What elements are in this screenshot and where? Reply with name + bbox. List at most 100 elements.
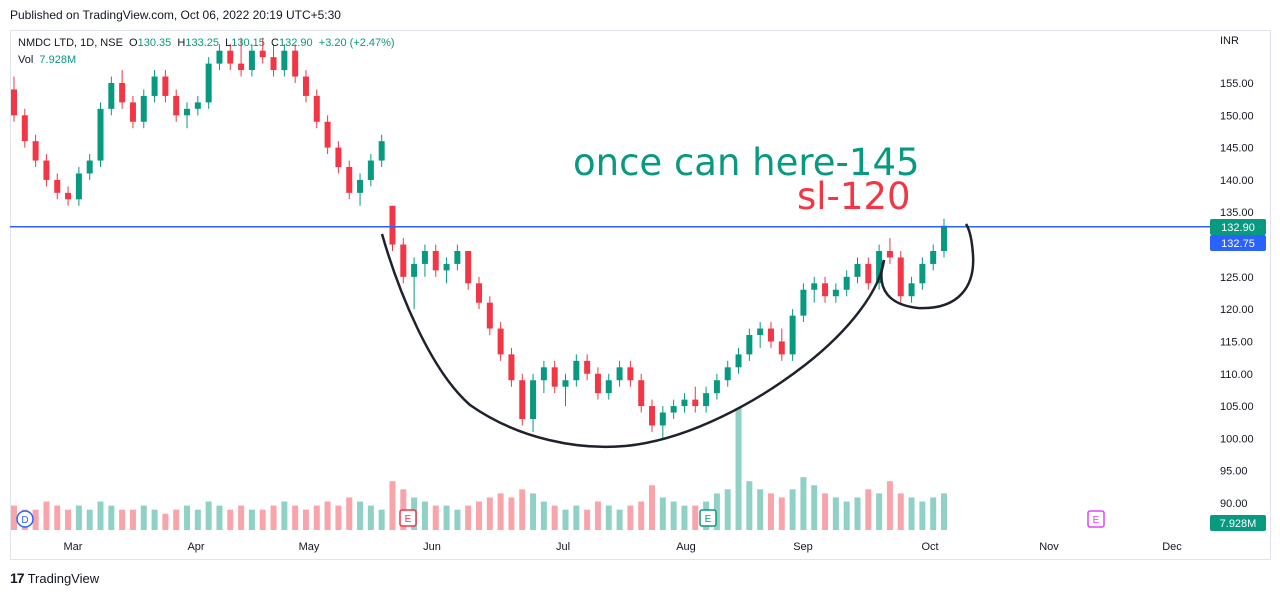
volume-bar — [876, 493, 883, 530]
earnings-marker[interactable]: E — [699, 509, 717, 527]
candle-body — [540, 367, 547, 381]
volume-bar — [302, 509, 309, 530]
volume-bar — [897, 493, 904, 530]
volume-bar — [205, 501, 212, 530]
volume-bar — [151, 509, 158, 530]
symbol-name[interactable]: NMDC LTD, 1D, NSE — [18, 37, 123, 49]
candle-body — [670, 406, 677, 413]
currency-label: INR — [1220, 35, 1239, 47]
svg-text:E: E — [405, 514, 412, 525]
volume-bar — [800, 477, 807, 530]
candle-body — [97, 108, 104, 161]
candle-body — [108, 83, 115, 109]
volume-bar — [692, 505, 699, 530]
candle-body — [454, 251, 461, 264]
dividend-marker[interactable]: D — [16, 510, 34, 528]
volume-bar — [540, 501, 547, 530]
volume-tag-box — [1210, 515, 1266, 531]
candle-body — [173, 95, 180, 116]
volume-bar — [162, 513, 169, 530]
candle-body — [649, 406, 656, 426]
volume-bar — [811, 485, 818, 530]
candle-body — [941, 225, 947, 251]
volume-bar — [270, 505, 277, 530]
candle-body — [616, 367, 623, 381]
candle-body — [238, 63, 245, 71]
candle-body — [854, 263, 861, 277]
candle-body — [302, 76, 309, 96]
candle-body — [205, 63, 212, 103]
volume-bar — [822, 493, 829, 530]
volume-label: Vol — [18, 54, 34, 66]
volume-bar — [735, 408, 742, 530]
high-value: 133.25 — [185, 37, 219, 49]
volume-bar — [184, 505, 191, 530]
volume-bar — [313, 505, 320, 530]
candle-body — [432, 251, 439, 271]
price-tags: 132.90 132.75 7.928M — [1210, 219, 1266, 531]
y-tick-label: 105.00 — [1220, 401, 1254, 413]
volume-bar — [627, 505, 634, 530]
symbol-legend: NMDC LTD, 1D, NSE O130.35 H133.25 L130.1… — [18, 37, 395, 66]
volume-bar — [248, 509, 255, 530]
candle-body — [508, 354, 515, 381]
candle-body — [151, 76, 158, 96]
cup-drawing — [380, 233, 886, 449]
candle-body — [778, 341, 785, 355]
candle-body — [519, 380, 526, 419]
volume-bar — [86, 509, 93, 530]
volume-bar — [854, 497, 861, 530]
target-annotation: once can here-145 — [573, 141, 920, 184]
candle-body — [389, 205, 396, 245]
y-tick-label: 90.00 — [1220, 498, 1248, 510]
earnings-marker[interactable]: E — [399, 509, 417, 527]
volume-bar — [367, 505, 374, 530]
candle-body — [822, 283, 829, 297]
volume-bar — [519, 489, 526, 530]
volume-bar — [11, 505, 17, 530]
earnings-marker[interactable]: E — [1087, 510, 1105, 528]
open-value: 130.35 — [137, 37, 172, 49]
volume-bar — [681, 505, 688, 530]
volume-bar — [357, 501, 364, 530]
volume-bar — [476, 501, 482, 530]
brand-name[interactable]: TradingView — [27, 570, 100, 586]
volume-bar — [497, 493, 504, 530]
volume-bar — [97, 501, 104, 530]
candle-body — [324, 121, 331, 148]
candle-body — [638, 380, 645, 407]
x-tick-label: Sep — [793, 541, 813, 553]
y-tick-label: 150.00 — [1220, 110, 1254, 122]
candle-body — [216, 50, 223, 64]
low-value: 130.15 — [231, 37, 265, 49]
x-tick-label: Jun — [423, 541, 441, 553]
x-tick-label: Nov — [1039, 541, 1059, 553]
x-tick-label: Apr — [187, 541, 204, 553]
candle-body — [811, 283, 818, 290]
svg-text:E: E — [1093, 515, 1100, 526]
tradingview-logo-icon: 17 — [10, 570, 25, 586]
y-tick-label: 100.00 — [1220, 433, 1254, 445]
candle-body — [162, 76, 169, 96]
chart-frame[interactable] — [10, 30, 1271, 560]
volume-bar — [335, 505, 342, 530]
svg-text:E: E — [705, 514, 712, 525]
candle-body — [486, 302, 493, 329]
volume-bar — [670, 501, 677, 530]
price-tag-label: 132.75 — [1221, 238, 1255, 250]
candle-body — [292, 50, 299, 77]
price-tag-box — [1210, 235, 1266, 251]
candle-body — [584, 360, 591, 374]
volume-bar — [281, 501, 288, 530]
volume-bar — [432, 505, 439, 530]
candle-body — [411, 263, 418, 277]
candle-body — [367, 160, 374, 180]
y-tick-label: 115.00 — [1220, 336, 1253, 348]
x-tick-label: Oct — [921, 541, 938, 553]
candle-body — [562, 380, 569, 387]
handle-drawing — [880, 223, 975, 310]
stoploss-annotation: sl-120 — [797, 175, 911, 218]
candle-body — [11, 89, 17, 116]
volume-bar — [108, 505, 115, 530]
